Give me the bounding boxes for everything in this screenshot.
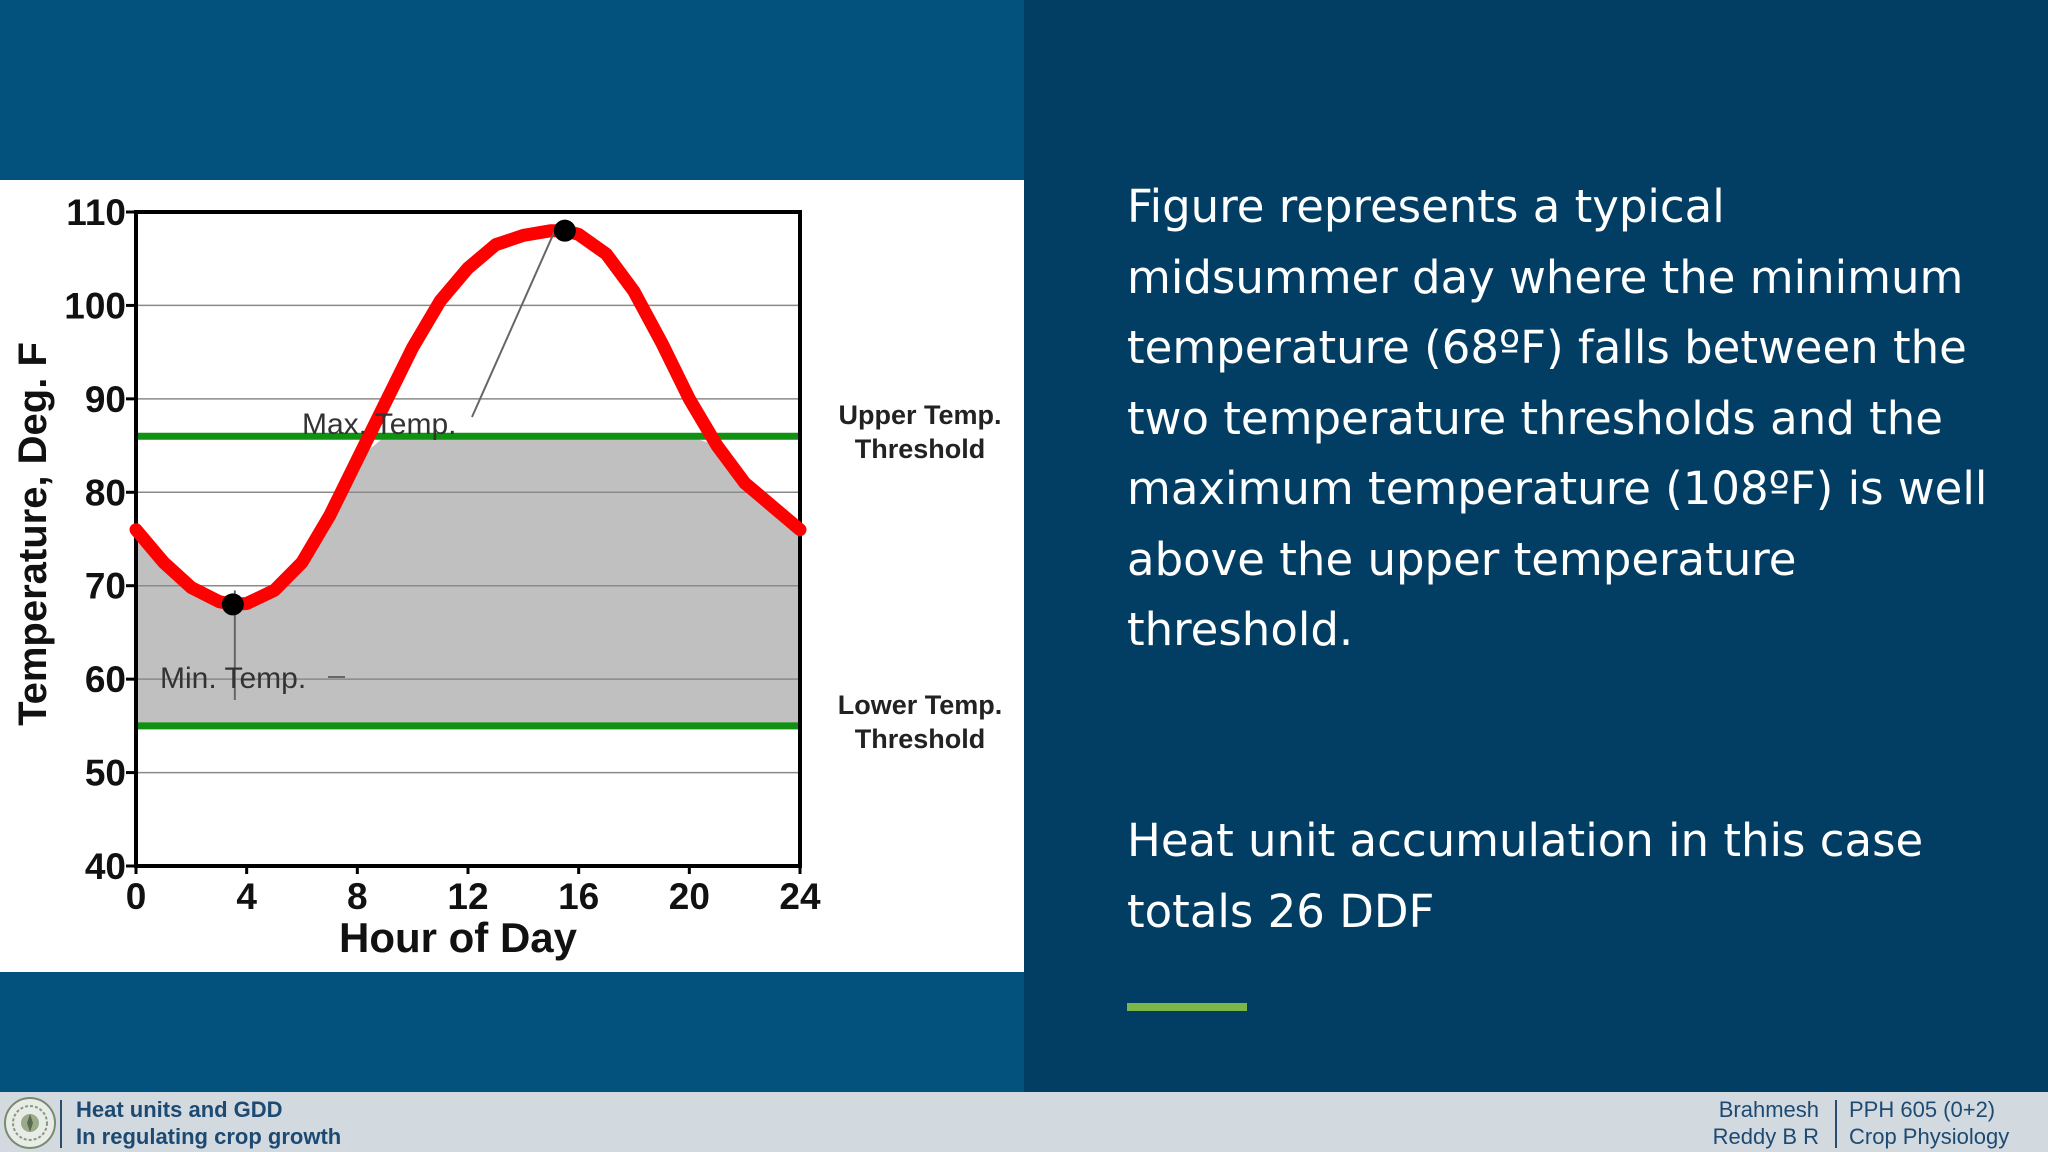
y-tick-label: 100 [64,285,126,326]
threshold-label: Upper Temp. [838,400,1001,430]
footer-divider [1835,1100,1837,1148]
y-tick-label: 90 [85,379,126,420]
chart-container: Upper Temp. Threshold Lower Temp. Threshold… [0,180,1024,972]
x-tick-label: 24 [779,876,821,917]
min-temp-point [221,593,244,616]
y-tick-label: 50 [85,753,126,794]
x-tick-label: 12 [447,876,488,917]
footer-title: Heat units and GDD In regulating crop gr… [76,1096,341,1150]
footer-author-line: Reddy B R [1712,1124,1819,1149]
shaded-heat-area [136,436,800,726]
max-temp-point [553,219,576,242]
x-tick-label: 16 [558,876,599,917]
footer-title-line: Heat units and GDD [76,1097,283,1122]
x-tick-label: 8 [347,876,368,917]
y-tick-label: 40 [85,846,126,887]
footer: Heat units and GDD In regulating crop gr… [0,1092,2048,1152]
threshold-label: Threshold [855,724,986,754]
x-tick-label: 0 [126,876,147,917]
temperature-chart: Upper Temp. Threshold Lower Temp. Threshold… [11,192,1003,961]
y-tick-label: 80 [85,472,126,513]
x-tick-label: 4 [236,876,257,917]
footer-divider [60,1100,62,1148]
y-tick-label: 110 [66,192,126,233]
right-panel [1024,0,2048,1092]
y-axis-label: Temperature, Deg. F [11,342,55,726]
threshold-label: Lower Temp. [838,690,1003,720]
threshold-label: Threshold [855,434,986,464]
min-temp-label: Min. Temp. [160,662,306,695]
description-text: Figure represents a typical midsummer da… [1127,180,1988,656]
y-tick-label: 70 [85,566,126,607]
max-temp-label: Max. Temp. [302,408,457,441]
footer-title-line: In regulating crop growth [76,1124,342,1149]
y-tick-label: 60 [85,659,126,700]
university-logo-icon [4,1097,56,1149]
footer-course: PPH 605 (0+2) Crop Physiology [1849,1096,2009,1150]
footer-author: Brahmesh Reddy B R [1713,1096,1819,1150]
summary-text: Heat unit accumulation in this case tota… [1127,814,1924,938]
footer-author-line: Brahmesh [1718,1097,1819,1122]
footer-course-line: PPH 605 (0+2) [1849,1097,1996,1122]
x-axis-label: Hour of Day [339,914,578,961]
x-tick-label: 20 [669,876,710,917]
footer-course-line: Crop Physiology [1849,1124,2010,1149]
accent-divider [1127,1003,1247,1011]
max-temp-leader [471,230,556,418]
